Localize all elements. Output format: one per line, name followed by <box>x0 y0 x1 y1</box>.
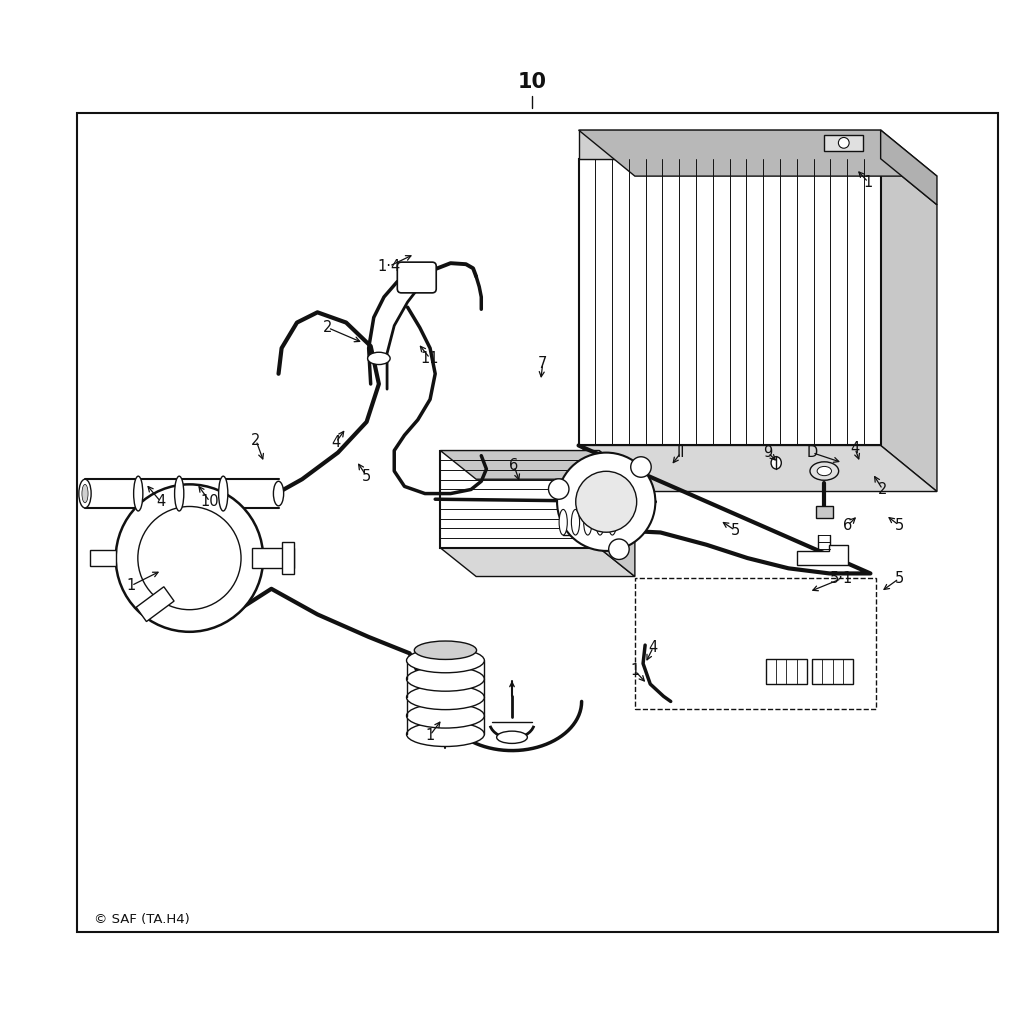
Ellipse shape <box>79 479 91 508</box>
Text: 2: 2 <box>878 482 888 497</box>
Text: 2: 2 <box>251 433 261 447</box>
Text: 5: 5 <box>894 518 904 532</box>
Text: D: D <box>807 445 817 460</box>
Text: 6: 6 <box>843 518 853 532</box>
Text: 1: 1 <box>863 175 873 189</box>
Text: 9: 9 <box>763 445 773 460</box>
Text: 4: 4 <box>156 495 166 509</box>
Text: 1·4: 1·4 <box>378 259 400 273</box>
Bar <box>635 578 876 709</box>
Polygon shape <box>579 445 937 492</box>
Ellipse shape <box>771 457 781 469</box>
Bar <box>282 542 294 574</box>
Ellipse shape <box>407 667 484 691</box>
Circle shape <box>608 539 629 559</box>
Bar <box>812 659 853 684</box>
Circle shape <box>575 471 637 532</box>
FancyBboxPatch shape <box>397 262 436 293</box>
Text: 5: 5 <box>894 571 904 586</box>
Text: 5: 5 <box>730 523 740 538</box>
Ellipse shape <box>571 510 580 535</box>
Polygon shape <box>881 159 937 492</box>
Ellipse shape <box>407 685 484 710</box>
Ellipse shape <box>810 462 839 480</box>
Text: 10: 10 <box>201 495 219 509</box>
Ellipse shape <box>608 510 616 535</box>
Ellipse shape <box>174 476 184 511</box>
Ellipse shape <box>497 731 527 743</box>
Polygon shape <box>881 130 937 205</box>
Bar <box>440 451 599 548</box>
Text: 1: 1 <box>630 664 640 678</box>
Text: 5·1: 5·1 <box>830 571 853 586</box>
Polygon shape <box>797 545 848 565</box>
Ellipse shape <box>407 722 484 746</box>
Text: 10: 10 <box>518 72 547 92</box>
Text: 7: 7 <box>538 356 548 371</box>
Bar <box>824 135 863 151</box>
Bar <box>579 130 881 159</box>
Polygon shape <box>599 451 635 577</box>
Circle shape <box>839 137 849 148</box>
Ellipse shape <box>817 467 831 475</box>
Ellipse shape <box>219 476 227 511</box>
Circle shape <box>116 484 263 632</box>
Ellipse shape <box>407 648 484 673</box>
Text: 5: 5 <box>361 469 372 483</box>
Ellipse shape <box>82 484 88 503</box>
Polygon shape <box>440 451 635 479</box>
Bar <box>766 659 807 684</box>
Circle shape <box>138 507 241 609</box>
Text: 11: 11 <box>421 351 439 366</box>
Text: 1: 1 <box>126 579 136 593</box>
Polygon shape <box>90 550 116 566</box>
Circle shape <box>549 479 569 500</box>
Text: 2: 2 <box>323 321 333 335</box>
Text: 1: 1 <box>425 728 435 742</box>
Polygon shape <box>252 548 294 568</box>
Polygon shape <box>579 130 937 176</box>
Text: 4: 4 <box>331 435 341 450</box>
Polygon shape <box>440 548 635 577</box>
Circle shape <box>557 453 655 551</box>
Ellipse shape <box>596 510 604 535</box>
Ellipse shape <box>584 510 592 535</box>
Text: 4: 4 <box>648 640 658 654</box>
Polygon shape <box>136 587 174 622</box>
Text: 6: 6 <box>509 459 519 473</box>
Bar <box>816 506 833 518</box>
Ellipse shape <box>407 703 484 728</box>
Ellipse shape <box>273 481 284 506</box>
Bar <box>77 113 998 932</box>
Text: © SAF (TA.H4): © SAF (TA.H4) <box>94 913 190 926</box>
Ellipse shape <box>368 352 390 365</box>
Circle shape <box>631 457 651 477</box>
Text: II: II <box>677 445 685 460</box>
Ellipse shape <box>559 510 567 535</box>
Ellipse shape <box>415 641 476 659</box>
Text: 4: 4 <box>850 441 860 456</box>
Ellipse shape <box>133 476 143 511</box>
Bar <box>579 159 881 445</box>
